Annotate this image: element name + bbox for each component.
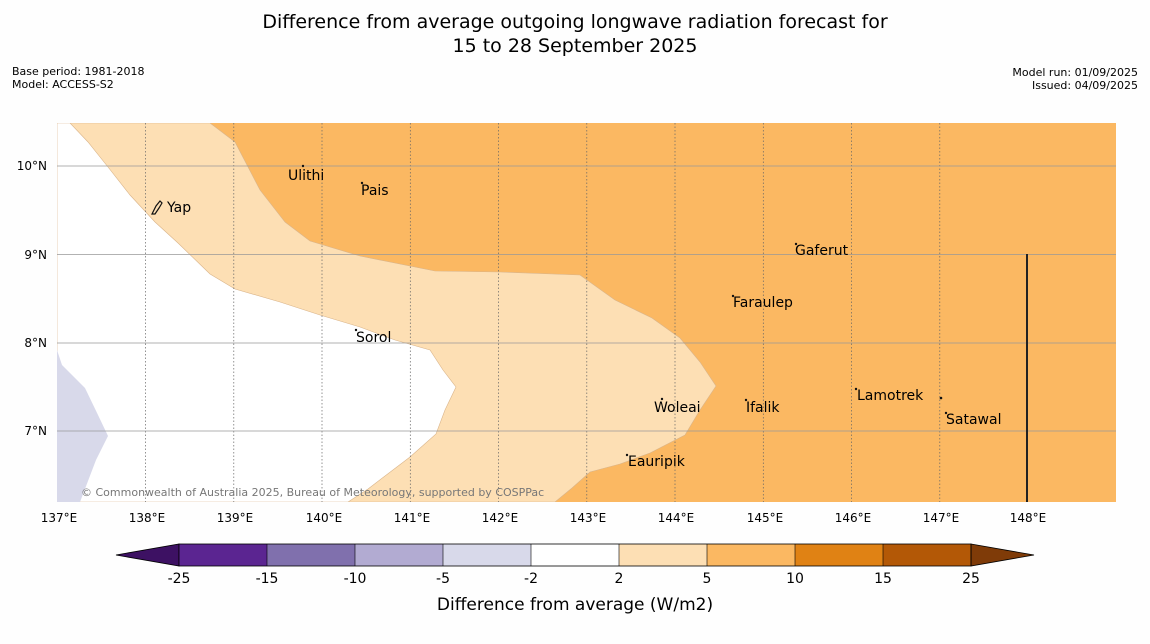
weak-negative-region: [57, 350, 108, 502]
lat-tick-label: 8°N: [24, 336, 47, 350]
lon-tick-label: 148°E: [1010, 511, 1047, 525]
title-line-2: 15 to 28 September 2025: [452, 35, 698, 57]
lon-tick-label: 146°E: [835, 511, 872, 525]
title-line-1: Difference from average outgoing longwav…: [262, 11, 888, 33]
colorbar-segment: [355, 544, 443, 566]
colorbar-segment: [179, 544, 267, 566]
colorbar-segment: [531, 544, 619, 566]
colorbar-tick-label: 5: [703, 571, 712, 587]
place-label-woleai: Woleai: [654, 400, 701, 416]
place-label-satawal: Satawal: [946, 412, 1001, 428]
model-name: Model: ACCESS-S2: [12, 78, 114, 91]
model-run: Model run: 01/09/2025: [1012, 66, 1138, 79]
place-label-pais: Pais: [361, 183, 389, 199]
colorbar-extend-low: [115, 543, 180, 567]
graticule: [57, 123, 1116, 502]
colorbar-segment: [619, 544, 707, 566]
colorbar-tick-label: -15: [256, 571, 279, 587]
island-markers: [151, 164, 948, 457]
colorbar-tick-label: 10: [786, 571, 804, 587]
place-label-lamotrek: Lamotrek: [857, 388, 924, 404]
place-label-gaferut: Gaferut: [795, 243, 849, 259]
place-label-sorol: Sorol: [356, 330, 391, 346]
colorbar-tick-label: 2: [615, 571, 624, 587]
meta-right: Model run: 01/09/2025 Issued: 04/09/2025: [1012, 66, 1138, 92]
lat-tick-label: 9°N: [24, 248, 47, 262]
place-labels: Ulithi Pais Yap Gaferut Faraulep Sorol L…: [166, 168, 1001, 470]
place-label-ulithi: Ulithi: [288, 168, 324, 184]
colorbar-segment: [443, 544, 531, 566]
colorbar-tick-label: -2: [524, 571, 538, 587]
base-period: Base period: 1981-2018: [12, 65, 145, 78]
colorbar: -25 -15 -10 -5 -2 2 5 10 15 25 Differenc…: [115, 543, 1035, 615]
lon-tick-label: 139°E: [217, 511, 254, 525]
lon-tick-label: 147°E: [923, 511, 960, 525]
colorbar-label: Difference from average (W/m2): [437, 595, 713, 615]
chart-title: Difference from average outgoing longwav…: [0, 10, 1150, 58]
place-label-ifalik: Ifalik: [746, 400, 780, 416]
lat-tick-labels: 10°N 9°N 8°N 7°N: [17, 159, 47, 438]
neutral-region: [57, 123, 457, 502]
issued-date: Issued: 04/09/2025: [1031, 79, 1138, 92]
place-label-yap: Yap: [166, 200, 191, 216]
yap-island-shape: [151, 200, 163, 215]
lon-tick-label: 144°E: [658, 511, 695, 525]
lon-tick-label: 138°E: [129, 511, 166, 525]
place-label-faraulep: Faraulep: [733, 295, 793, 311]
colorbar-tick-label: -10: [344, 571, 367, 587]
meta-left: Base period: 1981-2018 Model: ACCESS-S2: [12, 65, 144, 91]
colorbar-segment: [707, 544, 795, 566]
colorbar-segment: [267, 544, 355, 566]
lon-tick-labels: 137°E 138°E 139°E 140°E 141°E 142°E 143°…: [41, 511, 1047, 525]
colorbar-tick-label: -5: [436, 571, 450, 587]
lat-tick-label: 7°N: [24, 424, 47, 438]
lon-tick-label: 137°E: [41, 511, 78, 525]
colorbar-segment: [795, 544, 883, 566]
lon-tick-label: 140°E: [306, 511, 343, 525]
place-label-eauripik: Eauripik: [628, 454, 686, 470]
lon-tick-label: 141°E: [394, 511, 431, 525]
colorbar-tick-label: 15: [874, 571, 892, 587]
lat-tick-label: 10°N: [17, 159, 47, 173]
colorbar-tick-label: -25: [168, 571, 191, 587]
lon-tick-label: 142°E: [482, 511, 519, 525]
lon-tick-label: 145°E: [747, 511, 784, 525]
lon-tick-label: 143°E: [570, 511, 607, 525]
colorbar-segment: [883, 544, 971, 566]
colorbar-tick-label: 25: [962, 571, 980, 587]
colorbar-extend-high: [970, 543, 1035, 567]
attribution: © Commonwealth of Australia 2025, Bureau…: [81, 486, 544, 499]
